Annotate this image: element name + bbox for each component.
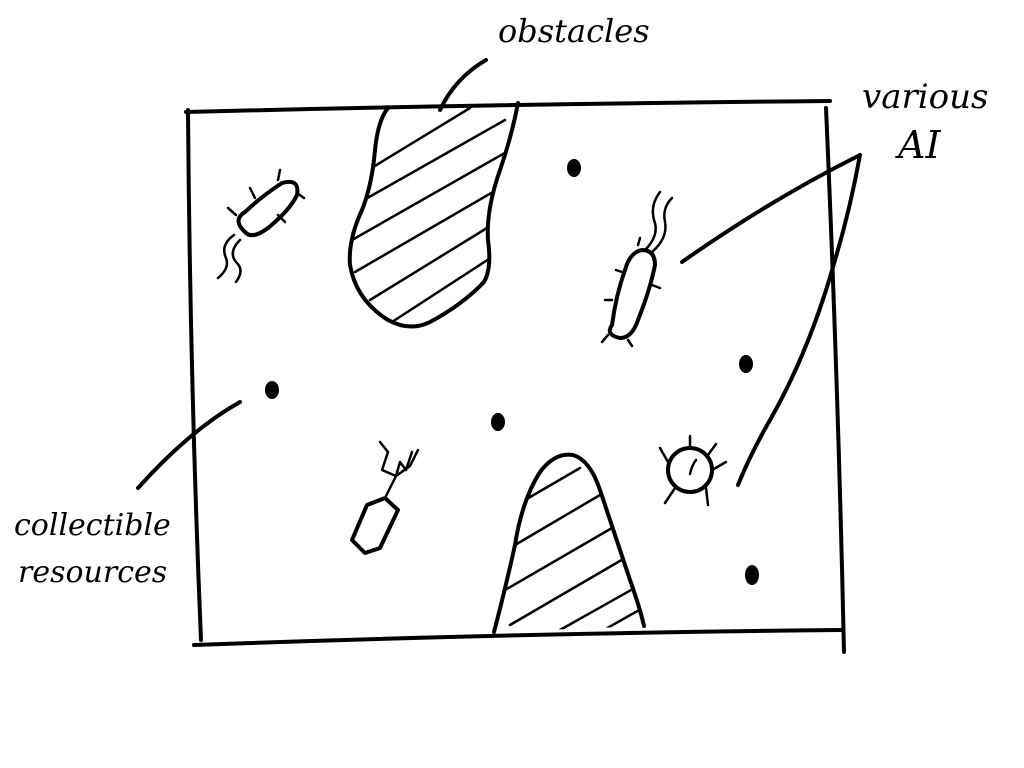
rod-microbe-agent-icon: [600, 190, 674, 348]
resource-dot-icon: [745, 565, 759, 585]
resource-dot-icon: [491, 413, 505, 431]
resource-dot-icon: [265, 381, 279, 399]
phage-agent-icon: [350, 440, 420, 555]
various-ai-label-line2: AI: [895, 123, 941, 167]
resource-dot-icon: [739, 355, 753, 373]
resources-group: [265, 159, 759, 585]
obstacles-pointer: [438, 58, 488, 112]
virus-agent-icon: [658, 434, 728, 507]
resources-label-line2: resources: [18, 555, 167, 590]
bacterium-agent-icon: [216, 168, 306, 284]
resources-label-line1: collectible: [14, 508, 171, 543]
obstacle-bottom: [492, 452, 646, 634]
resources-pointer: [136, 400, 242, 490]
obstacle-top: [347, 101, 520, 329]
obstacles-label: obstacles: [498, 12, 650, 50]
arena-border: [184, 99, 846, 654]
ai-pointer: [680, 153, 862, 487]
various-ai-label-line1: various: [862, 77, 988, 117]
resource-dot-icon: [567, 159, 581, 177]
